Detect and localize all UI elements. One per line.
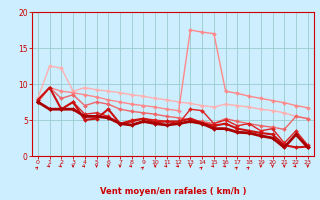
Text: Vent moyen/en rafales ( km/h ): Vent moyen/en rafales ( km/h ) [100, 187, 246, 196]
